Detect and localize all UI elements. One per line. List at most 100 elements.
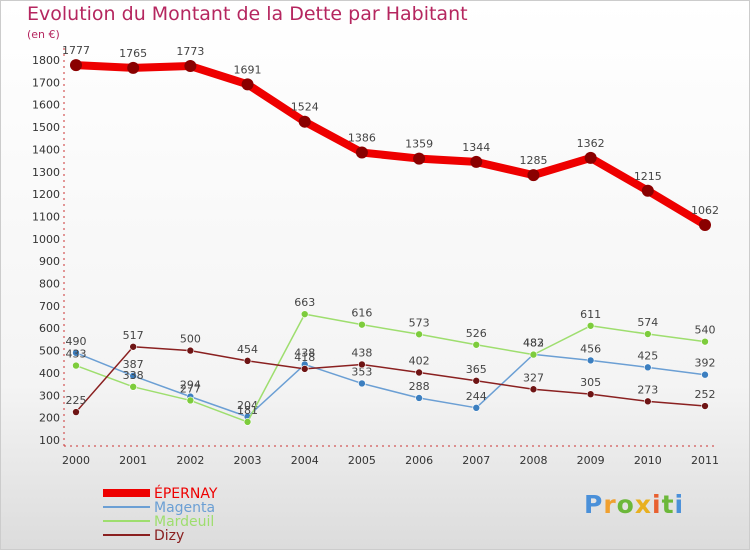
data-point [529,385,538,394]
data-label: 288 [409,380,430,393]
x-tick-label: 2006 [405,454,433,467]
y-tick-label: 700 [39,300,60,313]
data-label: 402 [409,354,430,367]
x-tick-label: 2008 [519,454,547,467]
legend-label: ÉPERNAY [154,485,218,502]
data-label: 244 [466,390,487,403]
data-point [641,184,654,197]
data-label: 387 [123,358,144,371]
data-point [701,337,709,346]
x-tick-label: 2000 [62,454,90,467]
data-point [184,60,197,73]
series-layer: 490 387 294 204 438 353 288 244 483 456 425 392 433 3… [62,44,719,426]
legend-item-dizy: Dizy [103,528,184,544]
data-point [358,360,366,369]
x-tick-label: 2005 [348,454,376,467]
data-label: 1765 [119,47,147,60]
y-tick-label: 900 [39,255,60,268]
logo-letter: P [584,490,604,519]
y-tick-label: 1700 [32,76,60,89]
data-point [300,365,309,373]
data-label: 1062 [691,204,719,217]
data-label: 425 [637,349,658,362]
data-point [298,115,311,128]
data-point [415,394,423,402]
data-point [129,342,137,351]
data-label: 611 [580,308,601,321]
data-point [527,169,540,182]
x-tick-label: 2004 [291,454,319,467]
data-point [584,151,597,164]
data-point [186,346,195,355]
series-line [75,313,706,423]
data-label: 433 [66,348,87,361]
data-point [186,396,195,405]
y-tick-label: 1500 [32,121,60,134]
data-point [129,372,137,380]
x-tick-label: 2003 [234,454,262,467]
data-label: 482 [523,337,544,350]
series-magenta: 490 387 294 204 438 353 288 244 483 456 425 392 [66,335,716,421]
data-point [70,59,82,72]
data-label: 252 [695,388,716,401]
data-label: 438 [294,346,315,359]
y-tick-label: 200 [39,412,60,425]
legend-label: Mardeuil [154,514,214,530]
data-point [72,408,80,416]
data-label: 392 [695,357,716,370]
data-label: 574 [637,316,658,329]
y-tick-label: 1300 [32,166,60,179]
data-label: 1362 [577,137,605,150]
y-tick-label: 1200 [32,188,60,201]
y-tick-label: 500 [39,345,60,358]
data-label: 277 [180,382,201,395]
data-point [72,361,80,370]
data-point [241,78,254,91]
data-point [701,370,709,379]
logo-letter: t [661,490,675,519]
legend-item-magenta: Magenta [103,500,215,516]
x-tick-label: 2010 [634,454,662,467]
data-label: 483 [523,336,544,349]
data-label: 1773 [176,45,204,58]
y-axis-unit: (en €) [27,28,60,41]
logo-letter: i [652,490,662,519]
data-point [586,321,595,330]
y-tick-label: 1600 [32,99,60,112]
chart-title: Evolution du Montant de la Dette par Hab… [27,3,468,25]
data-point [72,349,80,357]
data-point [586,356,595,365]
y-tick-label: 100 [39,434,60,447]
data-label: 490 [66,335,87,348]
data-label: 1359 [405,138,433,151]
proxiti-logo: Proxiti [584,490,684,519]
logo-letter: i [674,490,685,519]
x-tick-label: 2011 [691,454,719,467]
data-point [358,379,366,388]
data-point [415,330,423,339]
data-label: 500 [180,333,201,346]
data-label: 517 [123,329,144,342]
data-point [413,152,426,165]
data-label: 181 [237,404,258,417]
data-point [129,382,137,391]
x-tick-label: 2002 [176,454,204,467]
data-point [127,61,140,74]
y-tick-label: 300 [39,389,60,402]
data-label: 338 [123,369,144,382]
data-label: 438 [351,346,372,359]
data-label: 1215 [634,170,662,183]
logo-letter: o [616,490,635,519]
data-point [701,402,709,410]
data-point [472,376,481,385]
y-tick-label: 400 [39,367,60,380]
data-label: 1777 [62,44,90,57]
data-label: 573 [409,316,430,329]
legend-label: Dizy [154,528,184,544]
data-point [355,146,368,159]
data-label: 1344 [462,141,490,154]
